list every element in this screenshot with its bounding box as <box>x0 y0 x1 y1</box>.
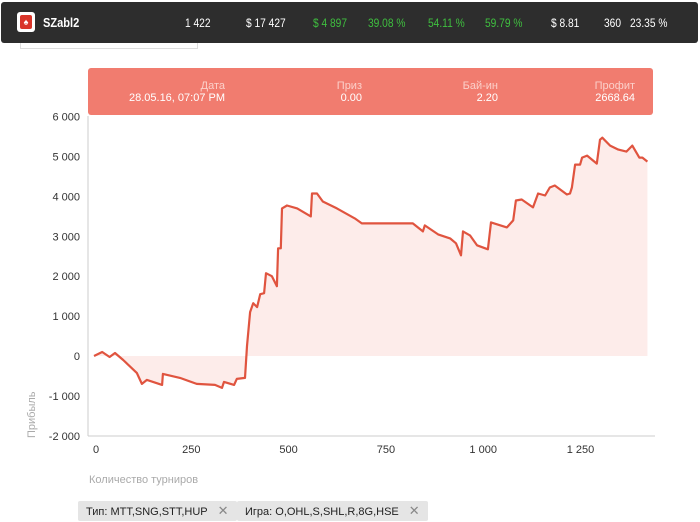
filter-type-label: Тип: MTT,SNG,STT,HUP <box>86 506 208 518</box>
stat-profit: $ 4 897 <box>313 16 348 30</box>
tooltip-prize: 0.00 <box>340 92 362 104</box>
stat-percent: 59.79 % <box>485 16 523 30</box>
tooltip-profit-label: Профит <box>594 80 635 92</box>
y-tick-label: 4 000 <box>52 191 80 203</box>
stat-buyins: $ 17 427 <box>246 16 286 30</box>
x-tick-label: 250 <box>182 444 200 456</box>
dropdown-panel-edge <box>20 43 198 49</box>
close-icon[interactable]: ✕ <box>408 503 420 518</box>
x-tick-label: 1 000 <box>469 444 497 456</box>
pokerstars-logo-icon: ♠ <box>17 12 35 32</box>
y-tick-label: -1 000 <box>49 391 80 403</box>
filter-chip-game: Игра: O,OHL,S,SHL,R,8G,HSE ✕ <box>237 501 428 521</box>
chart-tooltip: Дата 28.05.16, 07:07 PM Приз 0.00 Бай-ин 2.… <box>88 68 653 115</box>
stat-rate: 23.35 % <box>630 16 668 30</box>
stat-itm: 54.11 % <box>428 16 465 30</box>
close-icon[interactable]: ✕ <box>217 503 229 518</box>
x-tick-label: 1 250 <box>567 444 595 456</box>
area-fill <box>94 137 648 388</box>
tooltip-date-label: Дата <box>200 80 225 92</box>
stat-count: 360 <box>604 16 622 30</box>
profit-line <box>93 136 649 389</box>
tooltip-prize-label: Приз <box>336 80 362 92</box>
y-tick-label: 6 000 <box>52 112 80 124</box>
x-tick-label: 750 <box>377 444 395 456</box>
stat-avg-buyin: $ 8.81 <box>551 16 580 30</box>
tooltip-buyin-label: Бай-ин <box>462 80 498 92</box>
tooltip-profit: 2668.64 <box>595 92 635 104</box>
stat-tournaments: 1 422 <box>185 16 211 30</box>
y-tick-label: 2 000 <box>52 271 80 283</box>
x-tick-label: 500 <box>279 444 297 456</box>
tooltip-date: 28.05.16, 07:07 PM <box>128 92 225 104</box>
stat-roi: 39.08 % <box>368 16 406 30</box>
tooltip-buyin: 2.20 <box>476 92 498 104</box>
x-axis-title: Количество турниров <box>89 474 199 486</box>
filter-game-label: Игра: O,OHL,S,SHL,R,8G,HSE <box>245 506 399 518</box>
y-axis-title: Прибыль <box>26 391 38 438</box>
x-tick-label: 0 <box>93 444 99 456</box>
player-name[interactable]: SZabl2 <box>43 15 80 30</box>
player-stats-bar: ♠ SZabl2 1 422 $ 17 427 $ 4 897 39.08 % … <box>1 2 698 43</box>
y-tick-label: 1 000 <box>52 311 80 323</box>
y-tick-label: 3 000 <box>52 231 80 243</box>
y-tick-label: 5 000 <box>52 152 80 164</box>
y-tick-label: -2 000 <box>49 431 80 443</box>
filter-chip-type: Тип: MTT,SNG,STT,HUP ✕ <box>78 501 237 521</box>
y-tick-label: 0 <box>74 351 80 363</box>
